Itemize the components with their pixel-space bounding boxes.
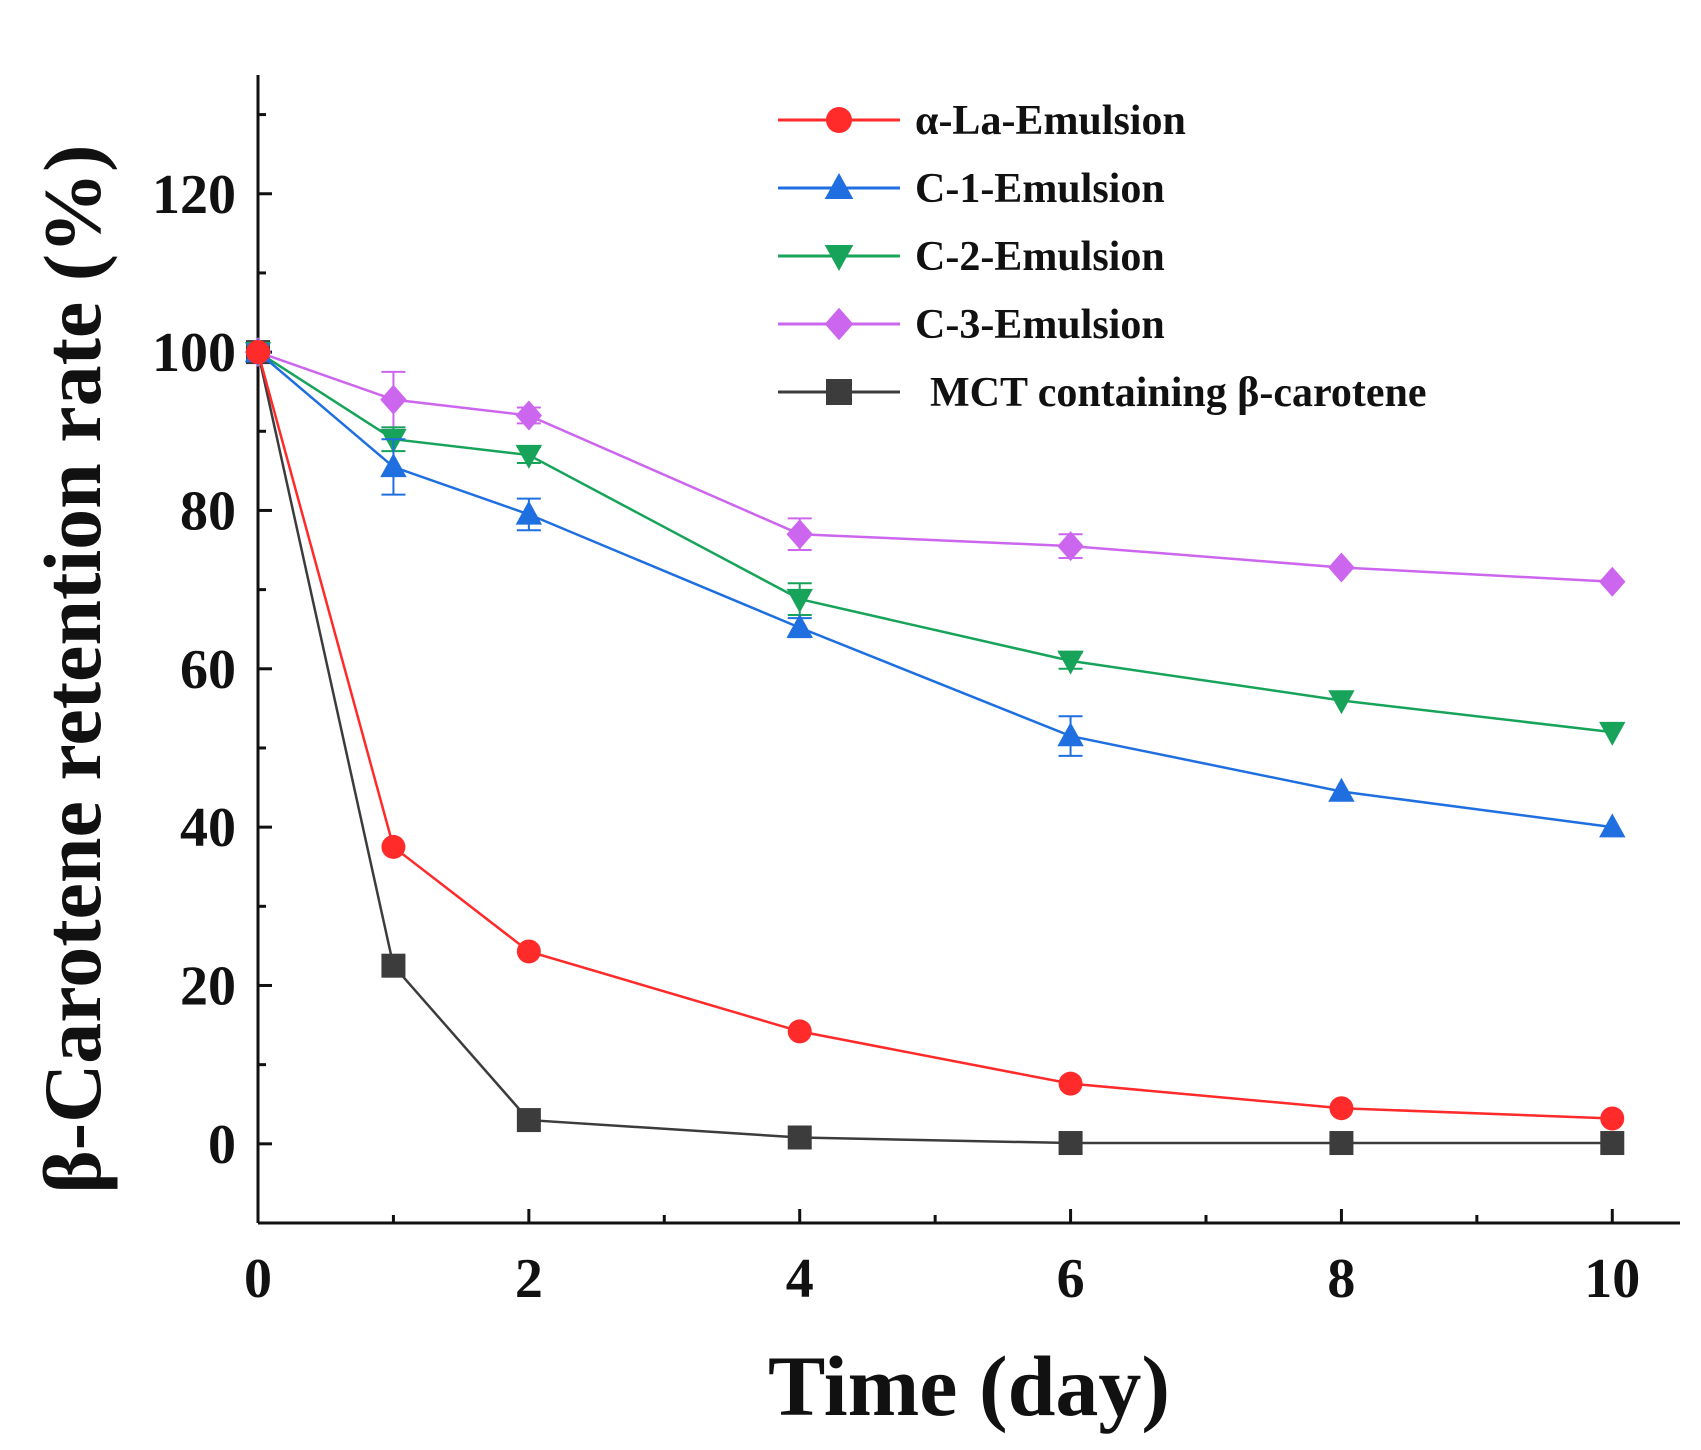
- legend: α-La-Emulsion C-1-Emulsion C-2-Emulsion C-3…: [778, 98, 1427, 416]
- data-point: [515, 444, 543, 469]
- data-point: [381, 834, 406, 859]
- legend-entry-1: α-La-Emulsion: [778, 98, 1186, 144]
- legend-label: MCT containing β-carotene: [930, 370, 1427, 416]
- x-tick-label: 2: [515, 1248, 543, 1310]
- data-point: [516, 1108, 541, 1133]
- legend-entry-2: C-1-Emulsion: [778, 166, 1165, 212]
- data-point: [246, 340, 270, 365]
- series-layer: [244, 337, 1626, 1156]
- data-point: [1600, 1106, 1625, 1131]
- x-tick-label: 6: [1057, 1248, 1085, 1310]
- legend-marker: [826, 379, 852, 405]
- data-point: [1057, 531, 1084, 562]
- data-point: [1058, 1131, 1083, 1156]
- data-point: [1329, 1131, 1354, 1156]
- y-tick-label: 20: [180, 955, 236, 1017]
- legend-marker: [824, 173, 854, 200]
- y-tick-label: 100: [152, 322, 236, 384]
- legend-entry-4: C-3-Emulsion: [778, 302, 1165, 348]
- data-point: [786, 519, 813, 550]
- data-point: [1328, 690, 1355, 715]
- y-tick-label: 60: [180, 639, 236, 701]
- x-tick-label: 8: [1327, 1248, 1355, 1310]
- data-point: [1058, 1071, 1083, 1096]
- data-point: [1328, 777, 1355, 802]
- legend-marker: [826, 107, 852, 133]
- x-tick-label: 4: [786, 1248, 814, 1310]
- y-tick-label: 40: [180, 797, 236, 859]
- legend-label: C-2-Emulsion: [915, 234, 1165, 280]
- series-2: [244, 338, 1626, 838]
- data-point: [380, 384, 407, 415]
- data-point: [1057, 650, 1084, 675]
- series-line: [257, 351, 1613, 829]
- legend-marker: [824, 244, 854, 271]
- series-line: [256, 351, 1613, 1145]
- y-tick-label: 120: [152, 164, 236, 226]
- data-point: [786, 613, 813, 638]
- y-tick-label: 80: [180, 480, 236, 542]
- legend-label: C-3-Emulsion: [915, 302, 1165, 348]
- data-point: [516, 939, 541, 964]
- axes: [256, 75, 1680, 1225]
- data-point: [787, 1125, 812, 1150]
- data-point: [1057, 722, 1084, 747]
- y-tick-label: 0: [208, 1114, 236, 1176]
- data-point: [1599, 813, 1626, 838]
- data-point: [1328, 552, 1355, 583]
- series-line: [256, 351, 1613, 1120]
- data-point: [786, 588, 813, 613]
- data-point: [1599, 721, 1626, 746]
- x-tick-label: 10: [1584, 1248, 1640, 1310]
- x-tick-label: 0: [244, 1248, 272, 1310]
- y-axis-title: β-Carotene retention rate (%): [27, 145, 118, 1194]
- legend-label: α-La-Emulsion: [915, 98, 1186, 144]
- data-point: [380, 453, 407, 478]
- data-point: [515, 500, 543, 525]
- series-1: [246, 340, 1625, 1131]
- data-point: [1600, 1131, 1625, 1156]
- legend-marker: [824, 307, 854, 341]
- legend-label: C-1-Emulsion: [915, 166, 1165, 212]
- tick-labels: 0 20 40 60 80 100 120 0 2 4 6 8 10: [152, 164, 1640, 1310]
- data-point: [381, 953, 406, 978]
- data-point: [787, 1019, 812, 1044]
- legend-entry-5: MCT containing β-carotene: [778, 370, 1427, 416]
- series-5: [246, 340, 1625, 1156]
- data-point: [1329, 1096, 1354, 1121]
- data-point: [1599, 566, 1626, 597]
- data-point: [515, 400, 543, 431]
- x-axis-title: Time (day): [768, 1338, 1170, 1434]
- legend-entry-3: C-2-Emulsion: [778, 234, 1165, 280]
